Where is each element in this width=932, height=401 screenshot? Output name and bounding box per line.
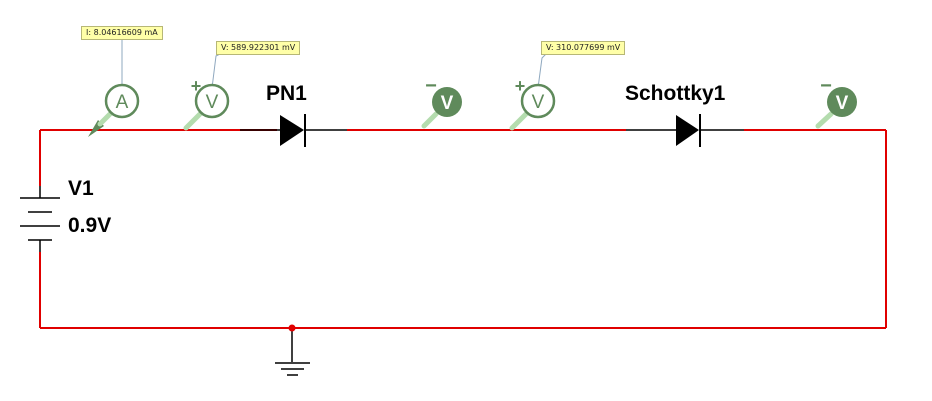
volt4-polarity: − — [820, 75, 832, 97]
voltage-probe-2[interactable]: − V — [421, 75, 462, 129]
diode-pn1-symbol[interactable] — [280, 114, 306, 147]
volt3-reading: V: 310.077699 mV — [541, 41, 626, 55]
volt3-polarity: + — [515, 76, 526, 96]
diode-schottky1-label: Schottky1 — [625, 82, 726, 105]
ammeter-reading: I: 8.04616609 mA — [81, 26, 163, 40]
source-name-label: V1 — [68, 177, 94, 200]
battery-symbol[interactable] — [20, 186, 60, 252]
ammeter-probe[interactable]: A — [88, 83, 140, 137]
ammeter-symbol: A — [116, 92, 129, 113]
volt2-polarity: − — [425, 75, 437, 97]
diode-pn1-label: PN1 — [266, 82, 307, 105]
junction-dot — [288, 324, 296, 332]
source-value-label: 0.9V — [68, 214, 112, 237]
volt2-symbol: V — [441, 93, 454, 114]
volt1-leader — [211, 53, 221, 89]
volt4-symbol: V — [836, 93, 849, 114]
wires — [39, 129, 887, 329]
voltage-probe-3[interactable]: + V — [509, 76, 556, 131]
volt1-reading: V: 589.922301 mV — [216, 41, 301, 55]
volt1-polarity: + — [191, 76, 202, 96]
volt3-leader — [537, 53, 547, 89]
voltage-probe-4[interactable]: − V — [815, 75, 857, 129]
voltage-probe-1[interactable]: + V — [183, 76, 230, 131]
ground-symbol[interactable] — [275, 328, 310, 376]
diode-schottky1-symbol[interactable] — [676, 114, 701, 147]
volt1-symbol: V — [206, 92, 219, 113]
volt3-symbol: V — [532, 92, 545, 113]
